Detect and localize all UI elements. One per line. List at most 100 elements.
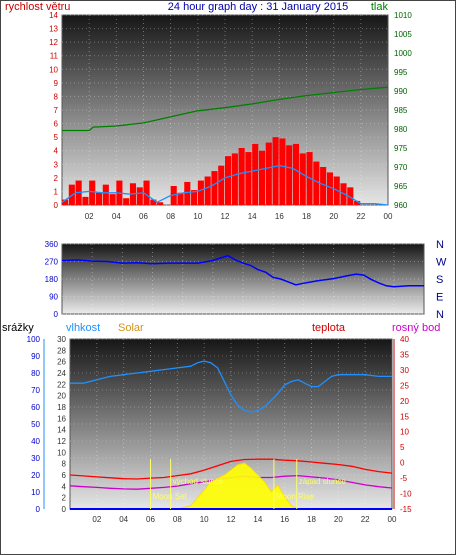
gust-bar — [326, 172, 333, 205]
tick-label: 6 — [62, 471, 67, 480]
pressure-axis-label: tlak — [371, 1, 389, 13]
tick-label: 90 — [49, 293, 58, 302]
tick-label: 10 — [400, 428, 409, 437]
wind-series — [61, 86, 389, 206]
gust-bar — [191, 190, 198, 205]
tick-label: 1 — [54, 187, 59, 196]
wind-speed-line — [61, 164, 389, 206]
tick-label: 12 — [57, 437, 66, 446]
tick-label: -10 — [400, 490, 412, 499]
temperature-series — [69, 360, 393, 510]
tick-label: 980 — [394, 125, 408, 134]
gust-bar — [204, 176, 211, 205]
gust-bar — [177, 192, 184, 205]
dewpoint-axis-label: rosný bod — [392, 322, 440, 334]
tick-label: 18 — [57, 403, 66, 412]
tick-label: 180 — [45, 275, 59, 284]
tick-label: 10 — [31, 488, 40, 497]
tick-label: 80 — [31, 369, 40, 378]
tick-label: 12 — [49, 38, 58, 47]
tick-label: 25 — [400, 381, 409, 390]
gust-bar — [286, 145, 293, 205]
tick-label: 50 — [31, 420, 40, 429]
tick-label: 10 — [49, 65, 58, 74]
temperature-panel: srážky vlhkost Solar teplota rosný bod 0… — [2, 322, 440, 524]
tick-label: 10 — [57, 448, 66, 457]
tick-label: 2 — [62, 494, 67, 503]
tick-label: 13 — [49, 25, 58, 34]
tick-label: 12 — [221, 212, 230, 221]
gust-bar — [272, 137, 279, 205]
tick-label: 40 — [400, 335, 409, 344]
temperature-axes: 0102030405060708090100024681012141618202… — [27, 335, 412, 524]
gust-bar — [258, 150, 266, 205]
tick-label: 70 — [31, 386, 40, 395]
tick-label: 20 — [31, 471, 40, 480]
gust-bar — [279, 138, 286, 205]
tick-label: 00 — [388, 515, 397, 524]
direction-grid — [62, 243, 424, 315]
tick-label: 100 — [27, 335, 41, 344]
annotation-label: Moon Rise — [276, 492, 315, 501]
pressure-line — [62, 86, 389, 132]
gust-bar — [89, 180, 96, 205]
tick-label: 4 — [54, 147, 59, 156]
temperature-grid — [70, 338, 392, 510]
tick-label: 4 — [62, 482, 67, 491]
tick-label: 9 — [54, 79, 59, 88]
tick-label: 270 — [45, 258, 59, 267]
precip-axis-label: srážky — [2, 322, 34, 334]
tick-label: -15 — [400, 505, 412, 514]
annotation-label: západ slunce — [299, 477, 347, 486]
gust-bar — [245, 152, 252, 205]
pressure-right-ticks: 960 965 970 975 980 985 990 995 1000 1005 1010 — [394, 11, 412, 210]
tick-label: 30 — [400, 366, 409, 375]
tick-label: 14 — [57, 426, 66, 435]
tick-label: 8 — [54, 92, 59, 101]
tick-label: 11 — [50, 52, 59, 61]
gust-bar — [354, 200, 361, 205]
compass-label: N — [436, 239, 444, 251]
tick-label: 0 — [54, 201, 59, 210]
tick-label: 16 — [280, 515, 289, 524]
tick-label: 18 — [302, 212, 311, 221]
humidity-axis-label: vlhkost — [66, 322, 100, 334]
tick-label: 360 — [45, 240, 59, 249]
wind-pressure-panel: rychlost větru 24 hour graph day : 31 Ja… — [5, 1, 412, 221]
tick-label: 24 — [57, 369, 66, 378]
gust-bar — [123, 198, 130, 205]
tick-label: 20 — [57, 392, 66, 401]
tick-label: 16 — [57, 414, 66, 423]
compass-label: E — [436, 292, 443, 304]
tick-label: 02 — [85, 212, 94, 221]
gust-bar — [347, 187, 354, 205]
tick-label: 970 — [394, 163, 408, 172]
gust-bar — [136, 187, 143, 205]
tick-label: 14 — [49, 11, 58, 20]
humidity-line — [70, 360, 392, 413]
sun-moon-annotations: Moon Set východ slunce západ slunce Moon Ri… — [150, 459, 347, 509]
compass-label: S — [436, 274, 443, 286]
gust-bar — [265, 142, 272, 205]
tick-label: 18 — [307, 515, 316, 524]
tick-label: 28 — [57, 346, 66, 355]
tick-label: 12 — [227, 515, 236, 524]
tick-label: 04 — [119, 515, 128, 524]
tick-label: 08 — [173, 515, 182, 524]
tick-label: 0 — [54, 310, 59, 319]
tick-label: 1000 — [394, 49, 412, 58]
wind-axis-label: rychlost větru — [5, 1, 70, 13]
gust-bar — [184, 181, 191, 205]
tick-label: 975 — [394, 144, 408, 153]
compass-label: W — [436, 257, 447, 269]
tick-label: 06 — [146, 515, 155, 524]
tick-label: 06 — [139, 212, 148, 221]
gust-bar — [299, 153, 306, 205]
tick-label: 10 — [193, 212, 202, 221]
tick-label: 15 — [400, 412, 409, 421]
tick-label: 8 — [62, 460, 67, 469]
gust-bar — [225, 156, 232, 205]
annotation-label: východ slunce — [173, 477, 224, 486]
gust-bar — [102, 184, 109, 205]
